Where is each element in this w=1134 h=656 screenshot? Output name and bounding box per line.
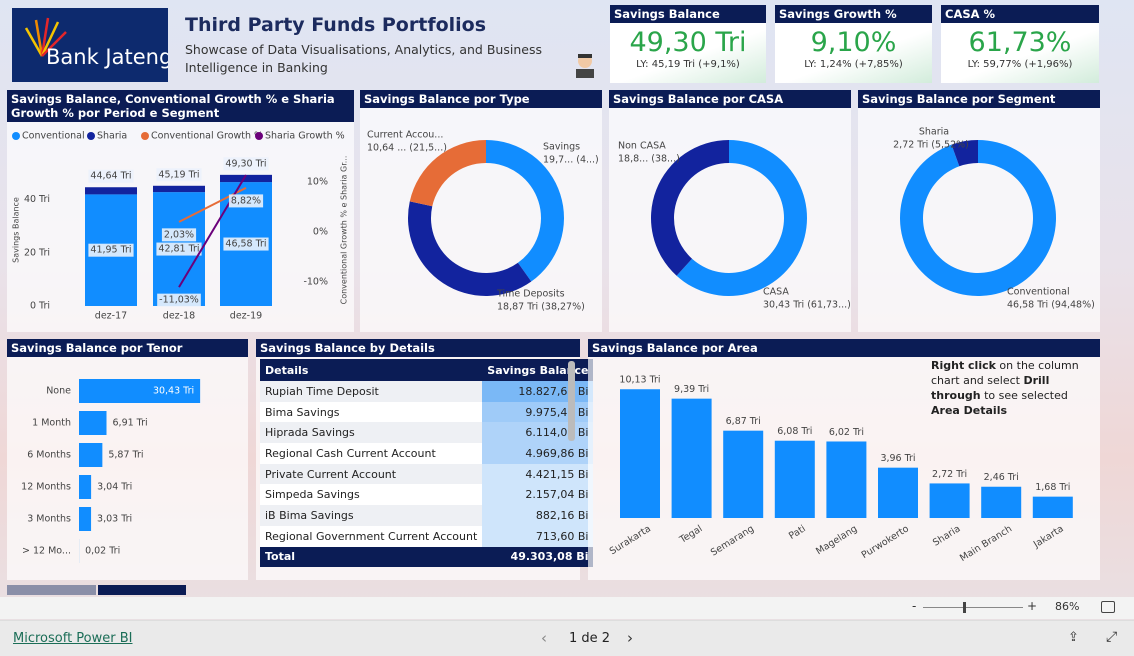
panel-title: Savings Balance, Conventional Growth % e… — [7, 90, 354, 122]
page-tab[interactable] — [98, 585, 186, 595]
table-cell: 2.157,04 Bi — [482, 484, 593, 505]
table-cell: Savings Balance — [482, 359, 593, 381]
kpi-title: CASA % — [941, 5, 1099, 23]
kpi-title: Savings Balance — [610, 5, 766, 23]
panel-title: Savings Balance por CASA — [609, 90, 851, 108]
table-cell: Bima Savings — [260, 402, 482, 423]
zoom-thumb[interactable] — [963, 602, 966, 613]
table-cell: Simpeda Savings — [260, 484, 482, 505]
table-cell: 4.969,86 Bi — [482, 443, 593, 464]
table-cell: Private Current Account — [260, 464, 482, 485]
table-cell: 713,60 Bi — [482, 526, 593, 547]
table-cell: Hiprada Savings — [260, 422, 482, 443]
annotation-run: to see selected — [981, 389, 1068, 402]
kpi-last-year: LY: 1,24% (+7,85%) — [775, 59, 932, 70]
table-cell: 9.975,49 Bi — [482, 402, 593, 423]
panel-title: Savings Balance por Tenor — [7, 339, 248, 357]
table-cell: Total — [260, 547, 482, 568]
share[interactable]: ⇪ — [1068, 630, 1079, 645]
prev-page[interactable]: ‹ — [541, 629, 547, 647]
table-cell: 49.303,08 Bi — [482, 547, 593, 568]
footer: Microsoft Power BI ‹ 1 de 2 › ⇪ ⤢ — [0, 620, 1134, 656]
zoom-slider[interactable] — [923, 607, 1023, 608]
zoom-level: 86% — [1055, 600, 1079, 613]
table-cell: 4.421,15 Bi — [482, 464, 593, 485]
annotation-run: Right click — [931, 359, 996, 372]
zoom-bar: - + 86% — [0, 597, 1134, 619]
subtitle: Showcase of Data Visualisations, Analyti… — [185, 41, 555, 77]
table-cell: Regional Government Current Account — [260, 526, 482, 547]
panel-title: Savings Balance por Area — [588, 339, 1100, 357]
kpi-last-year: LY: 59,77% (+1,96%) — [941, 59, 1099, 70]
kpi-card: CASA % 61,73%LY: 59,77% (+1,96%) — [941, 5, 1099, 83]
panel: Savings Balance por Tenor — [7, 339, 248, 580]
logo-text: Bank Jateng — [46, 45, 168, 69]
next-page[interactable]: › — [627, 629, 633, 647]
logo-mark: Bank Jateng — [12, 8, 168, 82]
panel: Savings Balance por Area Right click on … — [588, 339, 1100, 580]
annotation-run: Area Details — [931, 404, 1007, 417]
title: Third Party Funds Portfolios — [185, 14, 486, 36]
panel: Savings Balance por CASA — [609, 90, 851, 332]
table-cell: Regional Cash Current Account — [260, 443, 482, 464]
panel: Savings Balance por Type — [360, 90, 602, 332]
kpi-last-year: LY: 45,19 Tri (+9,1%) — [610, 59, 766, 70]
page-tab[interactable] — [7, 585, 96, 595]
kpi-value: 9,10% — [775, 27, 932, 58]
table-cell: Rupiah Time Deposit — [260, 381, 482, 402]
annotation: Right click on the column chart and sele… — [931, 358, 1099, 418]
kpi-value: 61,73% — [941, 27, 1099, 58]
panel: Savings Balance por Segment — [858, 90, 1100, 332]
table-cell: 882,16 Bi — [482, 505, 593, 526]
fullscreen[interactable]: ⤢ — [1106, 629, 1117, 645]
table-cell: 18.827,60 Bi — [482, 381, 593, 402]
zoom-out[interactable]: - — [912, 599, 916, 613]
fit-page[interactable] — [1101, 601, 1115, 613]
kpi-title: Savings Growth % — [775, 5, 932, 23]
panel-title: Savings Balance por Segment — [858, 90, 1100, 108]
zoom-in[interactable]: + — [1027, 599, 1037, 613]
kpi-card: Savings Growth % 9,10%LY: 1,24% (+7,85%) — [775, 5, 932, 83]
page-indicator: 1 de 2 — [569, 631, 610, 646]
panel: Savings Balance, Conventional Growth % e… — [7, 90, 354, 332]
panel-title: Savings Balance por Type — [360, 90, 602, 108]
table-cell: Details — [260, 359, 482, 381]
kpi-value: 49,30 Tri — [610, 27, 766, 58]
scrollbar[interactable] — [568, 361, 575, 441]
panel-title: Savings Balance by Details — [256, 339, 580, 357]
avatar — [574, 52, 596, 78]
table-cell: 6.114,07 Bi — [482, 422, 593, 443]
brand-link[interactable]: Microsoft Power BI — [13, 631, 132, 646]
logo: Bank Jateng — [12, 8, 168, 82]
table-cell: iB Bima Savings — [260, 505, 482, 526]
